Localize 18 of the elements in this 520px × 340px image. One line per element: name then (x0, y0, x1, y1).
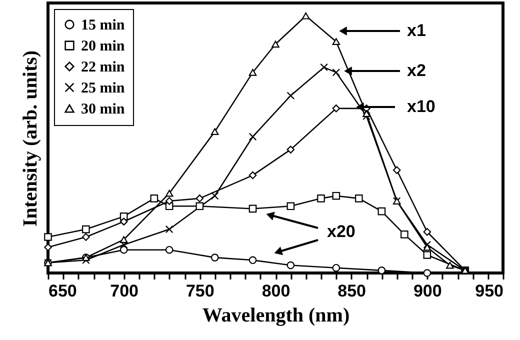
legend-label: 22 min (81, 60, 126, 76)
annotation: x10 (407, 97, 436, 116)
x-tick-label: 900 (413, 282, 442, 300)
annotation: x2 (407, 61, 426, 80)
x-tick-label: 650 (48, 282, 77, 300)
y-axis-title: Intensity (arb. units) (20, 50, 42, 227)
x-tick-label: 750 (186, 282, 214, 300)
x-axis-title: Wavelength (nm) (202, 304, 350, 326)
legend-label: 15 min (81, 18, 126, 34)
x-tick-label: 850 (338, 282, 366, 300)
annotation: x1 (407, 21, 426, 40)
x-tick-label: 950 (475, 282, 504, 300)
annotation: x20 (327, 222, 356, 241)
legend-label: 20 min (81, 38, 126, 54)
legend-label: 30 min (81, 102, 126, 118)
x-tick-label: 800 (262, 282, 290, 300)
x-tick-label: 700 (110, 282, 139, 300)
legend-label: 25 min (81, 80, 126, 96)
